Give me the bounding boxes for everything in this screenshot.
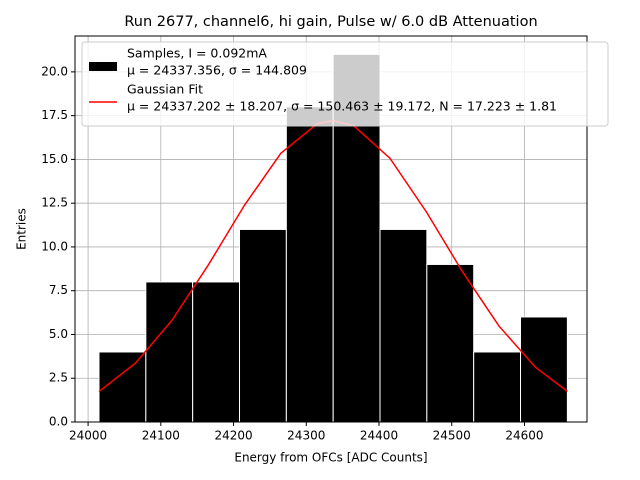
y-tick-label: 15.0	[41, 152, 68, 166]
legend-label: Gaussian Fit	[127, 82, 203, 97]
y-tick-label: 12.5	[41, 196, 68, 210]
y-tick-label: 2.5	[49, 371, 68, 385]
bar	[285, 106, 334, 423]
x-tick-label: 24400	[360, 429, 398, 443]
bar	[98, 351, 147, 423]
x-tick-label: 24000	[69, 429, 107, 443]
bar	[473, 351, 522, 423]
chart-title: Run 2677, channel6, hi gain, Pulse w/ 6.…	[124, 14, 537, 30]
x-tick-label: 24200	[214, 429, 252, 443]
y-tick-label: 20.0	[41, 64, 68, 78]
bar	[520, 316, 568, 423]
x-tick-label: 24100	[142, 429, 180, 443]
bar	[426, 263, 475, 423]
bar	[145, 281, 194, 423]
x-tick-label: 24500	[433, 429, 471, 443]
plot-frame	[74, 35, 588, 423]
y-tick-label: 17.5	[41, 108, 68, 122]
legend-box	[81, 41, 609, 127]
bar	[239, 228, 287, 423]
legend-detail: μ = 24337.356, σ = 144.809	[127, 63, 307, 78]
x-axis-label: Energy from OFCs [ADC Counts]	[234, 451, 427, 465]
legend: Samples, I = 0.092mA μ = 24337.356, σ = 1…	[81, 41, 609, 127]
legend-detail: μ = 24337.202 ± 18.207, σ = 150.463 ± 19…	[127, 99, 557, 114]
bar	[192, 281, 241, 423]
x-tick-label: 24600	[505, 429, 543, 443]
y-tick-label: 7.5	[49, 283, 68, 297]
y-axis-label: Entries	[15, 208, 29, 250]
y-tick-label: 5.0	[49, 327, 68, 341]
x-tick-label: 24300	[287, 429, 325, 443]
legend-swatch	[89, 62, 117, 71]
y-tick-label: 0.0	[49, 415, 68, 429]
legend-label: Samples, I = 0.092mA	[127, 46, 267, 61]
y-tick-label: 10.0	[41, 239, 68, 253]
bar	[379, 228, 428, 423]
